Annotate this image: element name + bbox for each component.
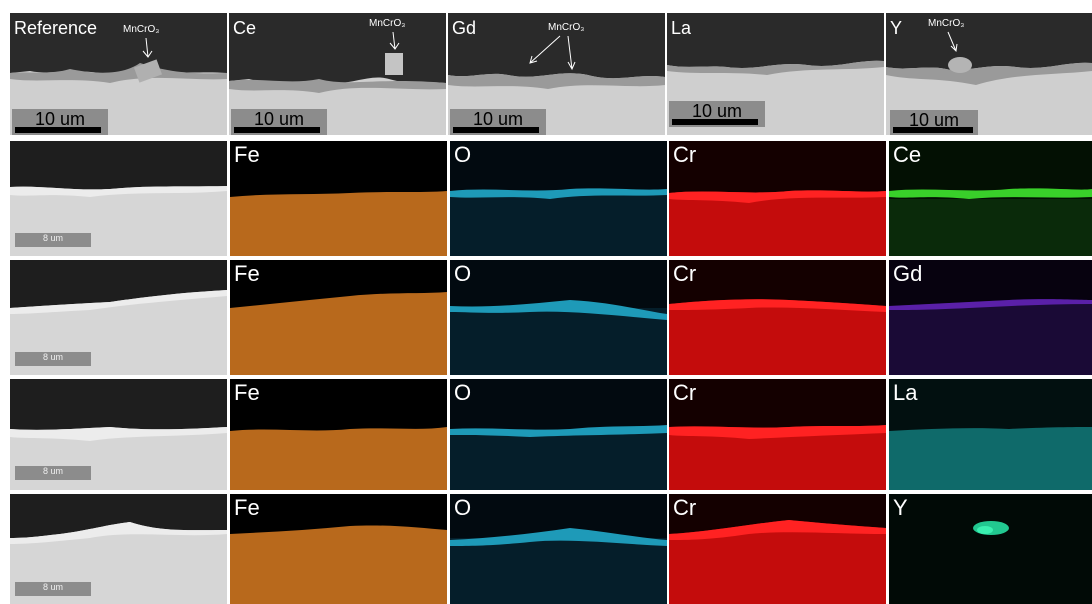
element-label: O <box>454 380 472 405</box>
y-map-image <box>889 494 1092 604</box>
arrow-icon <box>947 31 958 53</box>
sem-panel-reference: Reference MnCrO₃ 10 um <box>10 13 227 135</box>
o-map-image <box>450 260 667 375</box>
gd-map-image <box>889 260 1092 375</box>
element-label: Gd <box>893 261 923 286</box>
cr-map-image <box>669 260 886 375</box>
element-label: Y <box>893 495 908 520</box>
sem-image <box>10 494 227 604</box>
scale-bar-label: 8 um <box>42 352 63 362</box>
element-label: La <box>893 380 918 405</box>
element-label: Fe <box>234 261 260 286</box>
o-map-image <box>450 494 667 604</box>
scale-bar-box <box>15 582 91 596</box>
element-label: Ce <box>893 142 922 167</box>
fe-map-image <box>230 260 447 375</box>
mncro3-annotation: MnCrO₃ <box>928 18 965 29</box>
element-label: Fe <box>234 142 260 167</box>
ce-map-image <box>889 141 1092 256</box>
sem-panel-la-map: 8 um <box>10 379 227 490</box>
fe-map-image <box>230 141 447 256</box>
scale-bar-box <box>15 352 91 366</box>
o-map-image <box>450 379 667 490</box>
cr-map: Cr <box>669 494 886 604</box>
element-label: O <box>454 495 472 520</box>
element-label: Gd <box>452 18 477 38</box>
o-map: O <box>450 141 667 256</box>
fe-map-image <box>230 379 447 490</box>
o-map-image <box>450 141 667 256</box>
fe-map: Fe <box>230 260 447 375</box>
sem-image <box>10 141 227 256</box>
la-map-image <box>889 379 1092 490</box>
element-label: Cr <box>673 380 697 405</box>
scale-bar-label: 10 um <box>908 110 960 130</box>
sem-panel-gd: Gd MnCrO₃ 10 um <box>448 13 665 135</box>
element-label: Fe <box>234 380 260 405</box>
sem-image <box>448 13 665 135</box>
arrow-icon <box>389 31 400 50</box>
fe-map: Fe <box>230 141 447 256</box>
scale-bar <box>453 127 539 133</box>
scale-bar-label: 10 um <box>691 101 743 121</box>
element-label: La <box>671 18 692 38</box>
element-label: Fe <box>234 495 260 520</box>
arrow-icon <box>142 37 153 58</box>
sem-panel-ce-map: 8 um <box>10 141 227 256</box>
sem-panel-la: La 10 um <box>667 13 884 135</box>
sem-panel-ce: Ce MnCrO₃ 10 um <box>229 13 446 135</box>
mncro3-annotation: MnCrO₃ <box>548 22 585 33</box>
scale-bar-label: 8 um <box>42 233 63 243</box>
sem-image <box>229 13 446 135</box>
scale-bar-box <box>15 466 91 480</box>
cr-map-image <box>669 494 886 604</box>
scale-bar <box>15 127 101 133</box>
element-label: Ce <box>233 18 257 38</box>
sem-image <box>667 13 884 135</box>
scale-bar <box>234 127 320 133</box>
la-map: La <box>889 379 1092 490</box>
gd-map: Gd <box>889 260 1092 375</box>
scale-bar <box>672 119 758 125</box>
scale-bar-label: 10 um <box>34 109 86 129</box>
y-map: Y <box>889 494 1092 604</box>
cr-map-image <box>669 379 886 490</box>
scale-bar-label: 8 um <box>42 466 63 476</box>
sem-panel-y-map: 8 um <box>10 494 227 604</box>
o-map: O <box>450 379 667 490</box>
o-map: O <box>450 494 667 604</box>
o-map: O <box>450 260 667 375</box>
sem-panel-y: Y MnCrO₃ 10 um <box>886 13 1092 135</box>
scale-bar-label: 10 um <box>253 109 305 129</box>
element-label: Cr <box>673 142 697 167</box>
fe-map: Fe <box>230 494 447 604</box>
fe-map-image <box>230 494 447 604</box>
element-label: Reference <box>14 18 98 38</box>
scale-bar-box <box>15 233 91 247</box>
sem-image <box>886 13 1092 135</box>
element-label: O <box>454 142 472 167</box>
scale-bar <box>893 127 973 133</box>
sem-panel-gd-map: 8 um <box>10 260 227 375</box>
element-label: Cr <box>673 261 697 286</box>
cr-map: Cr <box>669 379 886 490</box>
scale-bar-label: 8 um <box>42 582 63 592</box>
cr-map: Cr <box>669 141 886 256</box>
mncro3-annotation: MnCrO₃ <box>123 24 160 35</box>
element-label: Cr <box>673 495 697 520</box>
element-label: O <box>454 261 472 286</box>
element-label: Y <box>890 18 903 38</box>
cr-map-image <box>669 141 886 256</box>
scale-bar-label: 10 um <box>472 109 524 129</box>
mncro3-annotation: MnCrO₃ <box>369 18 406 29</box>
fe-map: Fe <box>230 379 447 490</box>
ce-map: Ce <box>889 141 1092 256</box>
cr-map: Cr <box>669 260 886 375</box>
arrow-icon <box>529 35 576 71</box>
